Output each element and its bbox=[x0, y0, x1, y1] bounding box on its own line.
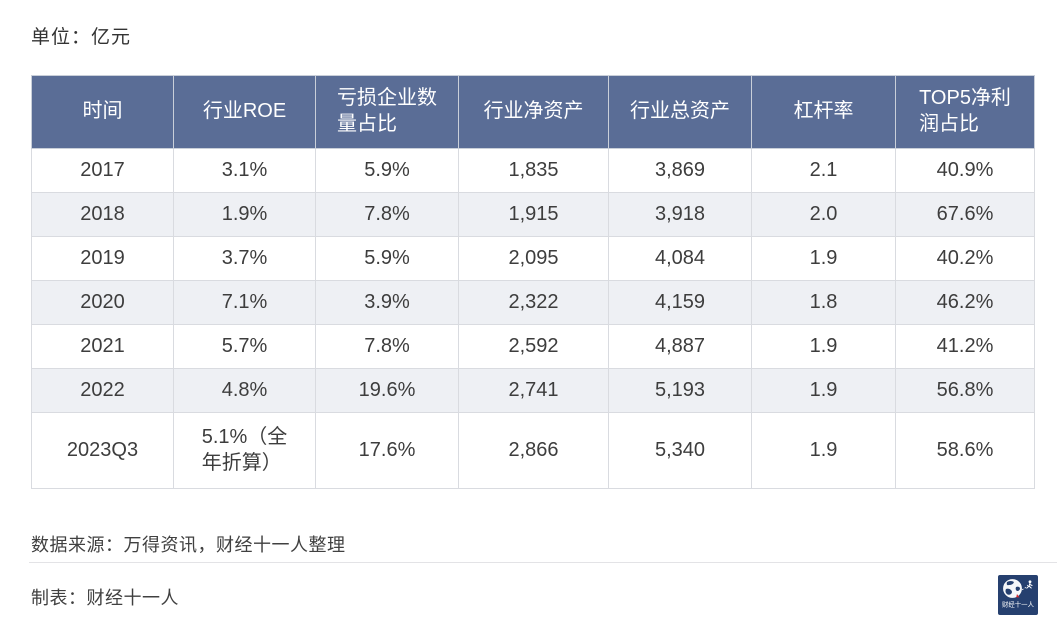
table-cell: 7.8% bbox=[315, 192, 459, 237]
header-total-assets: 行业总资产 bbox=[608, 75, 752, 149]
header-time: 时间 bbox=[31, 75, 174, 149]
unit-label: 单位：亿元 bbox=[31, 27, 132, 48]
table-cell: 7.1% bbox=[173, 280, 316, 325]
table-cell: 3.1% bbox=[173, 148, 316, 193]
logo-text: 财经十一人 bbox=[1002, 600, 1035, 609]
table-cell: 2,322 bbox=[458, 280, 609, 325]
table-cell: 5,193 bbox=[608, 368, 752, 413]
table-cell: 40.9% bbox=[895, 148, 1035, 193]
table-cell: 41.2% bbox=[895, 324, 1035, 369]
data-source-note: 数据来源：万得资讯，财经十一人整理 bbox=[31, 535, 346, 555]
table-cell: 67.6% bbox=[895, 192, 1035, 237]
header-industry-roe: 行业ROE bbox=[173, 75, 316, 149]
table-cell: 1.9 bbox=[751, 368, 896, 413]
table-cell: 56.8% bbox=[895, 368, 1035, 413]
table-cell: 2.1 bbox=[751, 148, 896, 193]
table-cell: 5.9% bbox=[315, 236, 459, 281]
table-cell: 7.8% bbox=[315, 324, 459, 369]
table-cell: 4,084 bbox=[608, 236, 752, 281]
table-cell: 4.8% bbox=[173, 368, 316, 413]
table-cell: 2023Q3 bbox=[31, 412, 174, 489]
table-cell: 17.6% bbox=[315, 412, 459, 489]
table-cell: 2018 bbox=[31, 192, 174, 237]
caijing-eleven-logo: 财经十一人 bbox=[998, 575, 1038, 615]
table-row: 2017 3.1% 5.9% 1,835 3,869 2.1 40.9% bbox=[31, 148, 1035, 193]
table-cell: 4,887 bbox=[608, 324, 752, 369]
table-cell: 2020 bbox=[31, 280, 174, 325]
table-cell: 3.7% bbox=[173, 236, 316, 281]
table-cell: 2,095 bbox=[458, 236, 609, 281]
industry-data-table: 时间 行业ROE 亏损企业数 量占比 行业净资产 行业总资产 杠杆率 TOP5净… bbox=[31, 75, 1035, 489]
table-row: 2023Q3 5.1%（全 年折算） 17.6% 2,866 5,340 1.9 58.6% bbox=[31, 412, 1035, 489]
table-cell: 1.9 bbox=[751, 412, 896, 489]
table-cell: 5,340 bbox=[608, 412, 752, 489]
table-cell: 3.9% bbox=[315, 280, 459, 325]
table-row: 2022 4.8% 19.6% 2,741 5,193 1.9 56.8% bbox=[31, 368, 1035, 413]
header-net-assets: 行业净资产 bbox=[458, 75, 609, 149]
table-cell: 1,835 bbox=[458, 148, 609, 193]
table-cell: 4,159 bbox=[608, 280, 752, 325]
table-cell: 1.9 bbox=[751, 236, 896, 281]
table-cell: 46.2% bbox=[895, 280, 1035, 325]
table-cell: 1.9 bbox=[751, 324, 896, 369]
credit-note: 制表：财经十一人 bbox=[31, 588, 179, 608]
table-cell: 1,915 bbox=[458, 192, 609, 237]
table-cell: 58.6% bbox=[895, 412, 1035, 489]
table-header-row: 时间 行业ROE 亏损企业数 量占比 行业净资产 行业总资产 杠杆率 TOP5净… bbox=[31, 75, 1035, 149]
table-cell: 2,866 bbox=[458, 412, 609, 489]
table-row: 2019 3.7% 5.9% 2,095 4,084 1.9 40.2% bbox=[31, 236, 1035, 281]
table-cell: 1.8 bbox=[751, 280, 896, 325]
table-cell: 19.6% bbox=[315, 368, 459, 413]
table-cell: 2022 bbox=[31, 368, 174, 413]
table-cell: 2021 bbox=[31, 324, 174, 369]
table-cell: 2.0 bbox=[751, 192, 896, 237]
header-loss-ratio: 亏损企业数 量占比 bbox=[315, 75, 459, 149]
footer-divider bbox=[29, 562, 1057, 563]
table-cell: 2,592 bbox=[458, 324, 609, 369]
table-cell: 2,741 bbox=[458, 368, 609, 413]
table-cell: 1.9% bbox=[173, 192, 316, 237]
table-row: 2020 7.1% 3.9% 2,322 4,159 1.8 46.2% bbox=[31, 280, 1035, 325]
table-cell: 3,869 bbox=[608, 148, 752, 193]
table-cell: 5.7% bbox=[173, 324, 316, 369]
logo-graphic: 财经十一人 bbox=[998, 575, 1038, 615]
header-leverage: 杠杆率 bbox=[751, 75, 896, 149]
table-row: 2021 5.7% 7.8% 2,592 4,887 1.9 41.2% bbox=[31, 324, 1035, 369]
header-top5-profit: TOP5净利 润占比 bbox=[895, 75, 1035, 149]
table-cell: 2017 bbox=[31, 148, 174, 193]
table-row: 2018 1.9% 7.8% 1,915 3,918 2.0 67.6% bbox=[31, 192, 1035, 237]
table-cell: 40.2% bbox=[895, 236, 1035, 281]
table-cell: 5.1%（全 年折算） bbox=[173, 412, 316, 489]
table-cell: 2019 bbox=[31, 236, 174, 281]
table-body: 2017 3.1% 5.9% 1,835 3,869 2.1 40.9% 2018 1.9% 7.… bbox=[31, 148, 1035, 489]
table-header: 时间 行业ROE 亏损企业数 量占比 行业净资产 行业总资产 杠杆率 TOP5净… bbox=[31, 75, 1035, 149]
table-cell: 3,918 bbox=[608, 192, 752, 237]
table-cell: 5.9% bbox=[315, 148, 459, 193]
